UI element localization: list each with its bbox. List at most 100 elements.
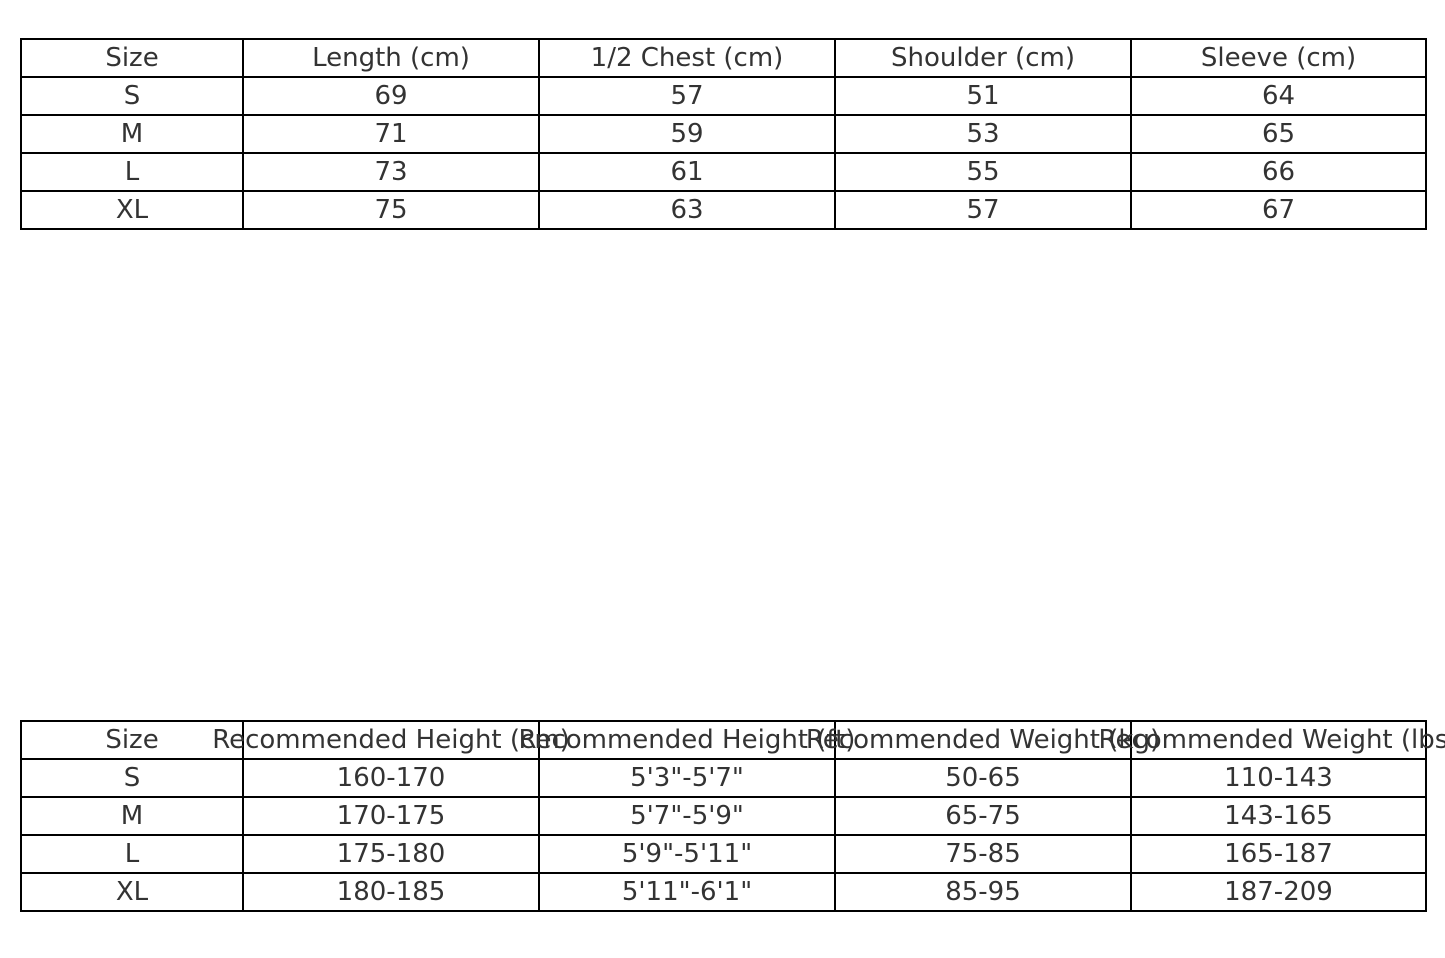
table-row: S 160-170 5'3"-5'7" 50-65 110-143 <box>20 758 1427 798</box>
table-cell: 75 <box>242 190 540 230</box>
table-cell: 170-175 <box>242 796 540 836</box>
table-cell: 5'3"-5'7" <box>538 758 836 798</box>
measurements-table: Size Length (cm) 1/2 Chest (cm) Shoulder (c… <box>20 38 1427 230</box>
cell-text: Sleeve (cm) <box>1200 43 1357 73</box>
table-cell: 187-209 <box>1130 872 1427 912</box>
table-cell: 51 <box>834 76 1132 116</box>
table-cell: 175-180 <box>242 834 540 874</box>
table-cell: 59 <box>538 114 836 154</box>
cell-text: 187-209 <box>1224 877 1333 907</box>
cell-text: 57 <box>966 195 1000 225</box>
header-cell: Sleeve (cm) <box>1130 38 1427 78</box>
table-row: M 170-175 5'7"-5'9" 65-75 143-165 <box>20 796 1427 836</box>
cell-text: 71 <box>374 119 408 149</box>
table-cell: 50-65 <box>834 758 1132 798</box>
cell-text: Recommended Height (cm) <box>212 725 570 755</box>
cell-text: 170-175 <box>336 801 446 831</box>
header-cell: Length (cm) <box>242 38 540 78</box>
cell-text: 67 <box>1261 195 1296 225</box>
table-cell: M <box>20 114 244 154</box>
cell-text: 160-170 <box>336 763 446 793</box>
header-cell: Recommended Height (ft) <box>519 720 855 760</box>
header-cell: 1/2 Chest (cm) <box>538 38 836 78</box>
cell-text: 5'7"-5'9" <box>630 801 744 831</box>
table-cell: 65-75 <box>834 796 1132 836</box>
table-cell: 75-85 <box>834 834 1132 874</box>
table-cell: XL <box>20 190 244 230</box>
table-cell: 55 <box>834 152 1132 192</box>
cell-text: 65-75 <box>945 801 1021 831</box>
table-cell: 5'9"-5'11" <box>538 834 836 874</box>
cell-text: 75-85 <box>945 839 1021 869</box>
cell-text: 64 <box>1261 81 1296 111</box>
header-cell: Size <box>20 38 244 78</box>
table-cell: 71 <box>242 114 540 154</box>
table-row: M 71 59 53 65 <box>20 114 1427 154</box>
header-cell: Recommended Weight (kg) <box>806 720 1160 760</box>
cell-text: XL <box>115 195 149 225</box>
cell-text: 51 <box>966 81 1000 111</box>
cell-text: 63 <box>670 195 704 225</box>
table-cell: 180-185 <box>242 872 540 912</box>
table-cell: 63 <box>538 190 836 230</box>
table-cell: 5'11"-6'1" <box>538 872 836 912</box>
cell-text: L <box>124 839 140 869</box>
table-row: XL 180-185 5'11"-6'1" 85-95 187-209 <box>20 872 1427 912</box>
table-cell: 85-95 <box>834 872 1132 912</box>
cell-text: 66 <box>1261 157 1296 187</box>
cell-text: Size <box>105 43 159 73</box>
header-row: Size Recommended Height (cm) Recommended H… <box>20 720 1445 760</box>
cell-text: M <box>120 801 144 831</box>
cell-text: 69 <box>374 81 408 111</box>
table-cell: M <box>20 796 244 836</box>
table-cell: 73 <box>242 152 540 192</box>
cell-text: 180-185 <box>336 877 446 907</box>
cell-text: 59 <box>670 119 704 149</box>
table-cell: L <box>20 152 244 192</box>
cell-text: 53 <box>966 119 1000 149</box>
cell-text: S <box>123 81 141 111</box>
cell-text: 143-165 <box>1224 801 1333 831</box>
table-cell: 61 <box>538 152 836 192</box>
cell-text: Size <box>105 725 159 755</box>
cell-text: S <box>123 763 141 793</box>
header-cell: Shoulder (cm) <box>834 38 1132 78</box>
table-cell: 165-187 <box>1130 834 1427 874</box>
table-row: XL 75 63 57 67 <box>20 190 1427 230</box>
table-cell: L <box>20 834 244 874</box>
table-cell: 53 <box>834 114 1132 154</box>
table-cell: 110-143 <box>1130 758 1427 798</box>
table-cell: 67 <box>1130 190 1427 230</box>
cell-text: Recommended Weight (kg) <box>805 725 1161 755</box>
cell-text: 5'11"-6'1" <box>621 877 753 907</box>
table-cell: 64 <box>1130 76 1427 116</box>
cell-text: 65 <box>1261 119 1296 149</box>
header-cell: Recommended Height (cm) <box>212 720 570 760</box>
table-cell: XL <box>20 872 244 912</box>
cell-text: L <box>124 157 140 187</box>
cell-text: Recommended Weight (lbs) <box>1098 725 1445 755</box>
table-cell: 66 <box>1130 152 1427 192</box>
cell-text: 165-187 <box>1224 839 1333 869</box>
table-cell: 65 <box>1130 114 1427 154</box>
cell-text: Length (cm) <box>312 43 470 73</box>
table-cell: 5'7"-5'9" <box>538 796 836 836</box>
table-cell: 57 <box>538 76 836 116</box>
table-cell: 143-165 <box>1130 796 1427 836</box>
cell-text: 61 <box>670 157 704 187</box>
table-row: S 69 57 51 64 <box>20 76 1427 116</box>
table-cell: 57 <box>834 190 1132 230</box>
cell-text: 5'9"-5'11" <box>621 839 753 869</box>
recommendation-table: Size Recommended Height (cm) Recommended H… <box>20 720 1445 912</box>
cell-text: Recommended Height (ft) <box>518 725 856 755</box>
table-cell: S <box>20 76 244 116</box>
cell-text: 50-65 <box>945 763 1021 793</box>
cell-text: Shoulder (cm) <box>891 43 1075 73</box>
cell-text: 110-143 <box>1224 763 1333 793</box>
table-cell: S <box>20 758 244 798</box>
cell-text: 175-180 <box>336 839 446 869</box>
header-row: Size Length (cm) 1/2 Chest (cm) Shoulder (c… <box>20 38 1427 78</box>
table-row: L 175-180 5'9"-5'11" 75-85 165-187 <box>20 834 1427 874</box>
cell-text: 55 <box>966 157 1000 187</box>
cell-text: 75 <box>374 195 408 225</box>
